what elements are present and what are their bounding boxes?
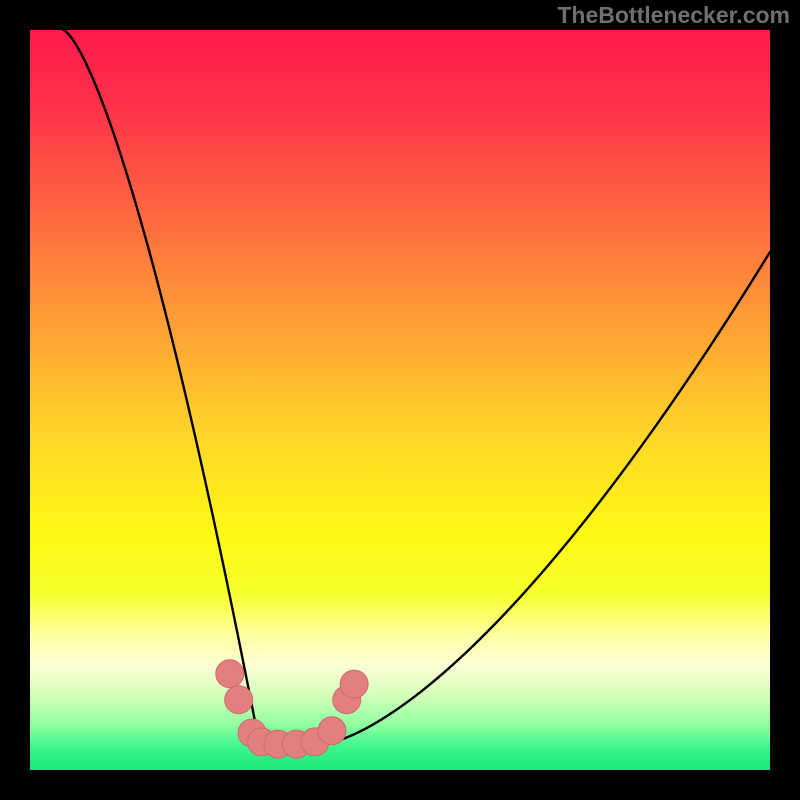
bottleneck-chart [0, 0, 800, 800]
watermark-text: TheBottlenecker.com [557, 2, 790, 29]
data-marker [340, 670, 368, 698]
data-marker [225, 686, 253, 714]
data-marker [318, 717, 346, 745]
chart-stage: TheBottlenecker.com [0, 0, 800, 800]
plot-background [30, 30, 770, 770]
data-marker [216, 660, 244, 688]
